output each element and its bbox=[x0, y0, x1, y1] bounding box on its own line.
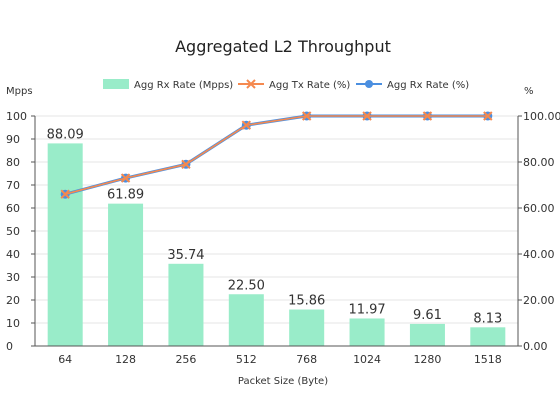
bar-value-label: 22.50 bbox=[228, 278, 265, 293]
line-point bbox=[362, 111, 372, 121]
bar-value-label: 9.61 bbox=[413, 308, 442, 323]
x-tick-label: 256 bbox=[175, 353, 196, 366]
lines bbox=[60, 111, 493, 199]
line-point bbox=[181, 159, 191, 170]
y-left-tick-label: 40 bbox=[6, 248, 20, 261]
line-point bbox=[483, 111, 493, 121]
x-tick-label: 1280 bbox=[413, 353, 441, 366]
labels: 0 10 20 30 40 50 60 70 80 90 100 0.00 20.00 40.00 60.0… bbox=[6, 110, 560, 366]
legend: Agg Rx Rate (Mpps) Agg Tx Rate (%) Agg Rx … bbox=[103, 79, 469, 91]
x-marker-stroke bbox=[483, 111, 493, 121]
y-right-tick-label: 100.00 bbox=[523, 110, 560, 123]
bar-value-label: 15.86 bbox=[288, 294, 325, 309]
series-line bbox=[64, 115, 488, 195]
x-marker-stroke bbox=[362, 111, 372, 121]
bar bbox=[228, 294, 264, 346]
bars bbox=[47, 143, 506, 346]
y-left-tick-label: 80 bbox=[6, 156, 20, 169]
legend-marker bbox=[365, 80, 373, 88]
bar bbox=[168, 263, 204, 346]
bar-value-label: 61.89 bbox=[107, 188, 144, 203]
x-marker-stroke bbox=[301, 111, 312, 121]
x-marker-stroke bbox=[120, 173, 131, 183]
y-left-tick-label: 0 bbox=[6, 340, 13, 353]
legend-label: Agg Tx Rate (%) bbox=[269, 80, 350, 91]
x-tick-label: 1518 bbox=[474, 353, 502, 366]
x-tick-label: 64 bbox=[58, 353, 72, 366]
bar bbox=[470, 327, 506, 346]
grid bbox=[35, 115, 518, 324]
y-left-tick-label: 70 bbox=[6, 179, 20, 192]
y-left-tick-label: 60 bbox=[6, 202, 20, 215]
legend-item: Agg Rx Rate (%) bbox=[356, 80, 469, 91]
y-left-tick-label: 90 bbox=[6, 133, 20, 146]
x-marker-stroke bbox=[60, 189, 70, 199]
y-left-tick-label: 10 bbox=[6, 317, 20, 330]
line-point bbox=[60, 189, 70, 199]
legend-label: Agg Rx Rate (%) bbox=[387, 80, 469, 91]
y-right-tick-label: 60.00 bbox=[523, 202, 555, 215]
line-point bbox=[241, 120, 252, 130]
bar-value-label: 35.74 bbox=[167, 248, 204, 263]
y-right-tick-label: 40.00 bbox=[523, 248, 555, 261]
x-tick-label: 1024 bbox=[353, 353, 381, 366]
bar bbox=[409, 323, 445, 346]
y-axis-left-label: Mpps bbox=[6, 86, 33, 97]
y-left-tick-label: 30 bbox=[6, 271, 20, 284]
bar bbox=[349, 318, 385, 346]
bar bbox=[289, 309, 325, 346]
chart-title: Aggregated L2 Throughput bbox=[175, 37, 391, 56]
x-tick-label: 512 bbox=[236, 353, 257, 366]
legend-item: Agg Rx Rate (Mpps) bbox=[103, 79, 233, 91]
bar bbox=[108, 203, 144, 346]
x-tick-label: 768 bbox=[296, 353, 317, 366]
bar-value-label: 88.09 bbox=[47, 127, 84, 142]
y-left-tick-label: 100 bbox=[6, 110, 27, 123]
bar-value-label: 11.97 bbox=[348, 302, 385, 317]
axes bbox=[31, 115, 522, 347]
x-marker-stroke bbox=[422, 111, 433, 121]
line-point bbox=[301, 111, 312, 121]
legend-label: Agg Rx Rate (Mpps) bbox=[134, 80, 233, 91]
bar bbox=[47, 143, 83, 346]
legend-item: Agg Tx Rate (%) bbox=[238, 79, 350, 91]
legend-marker bbox=[246, 79, 256, 89]
y-left-tick-label: 20 bbox=[6, 294, 20, 307]
y-left-tick-label: 50 bbox=[6, 225, 20, 238]
legend-swatch bbox=[103, 79, 129, 89]
x-tick-label: 128 bbox=[115, 353, 136, 366]
bar-value-label: 8.13 bbox=[473, 311, 502, 326]
y-right-tick-label: 0.00 bbox=[523, 340, 548, 353]
y-right-tick-label: 80.00 bbox=[523, 156, 555, 169]
x-axis-label: Packet Size (Byte) bbox=[238, 376, 328, 387]
x-marker-stroke bbox=[181, 159, 191, 170]
x-marker-stroke bbox=[241, 120, 252, 130]
line-point bbox=[120, 173, 131, 183]
y-right-tick-label: 20.00 bbox=[523, 294, 555, 307]
line-point bbox=[422, 111, 433, 121]
y-axis-right-label: % bbox=[524, 86, 534, 97]
